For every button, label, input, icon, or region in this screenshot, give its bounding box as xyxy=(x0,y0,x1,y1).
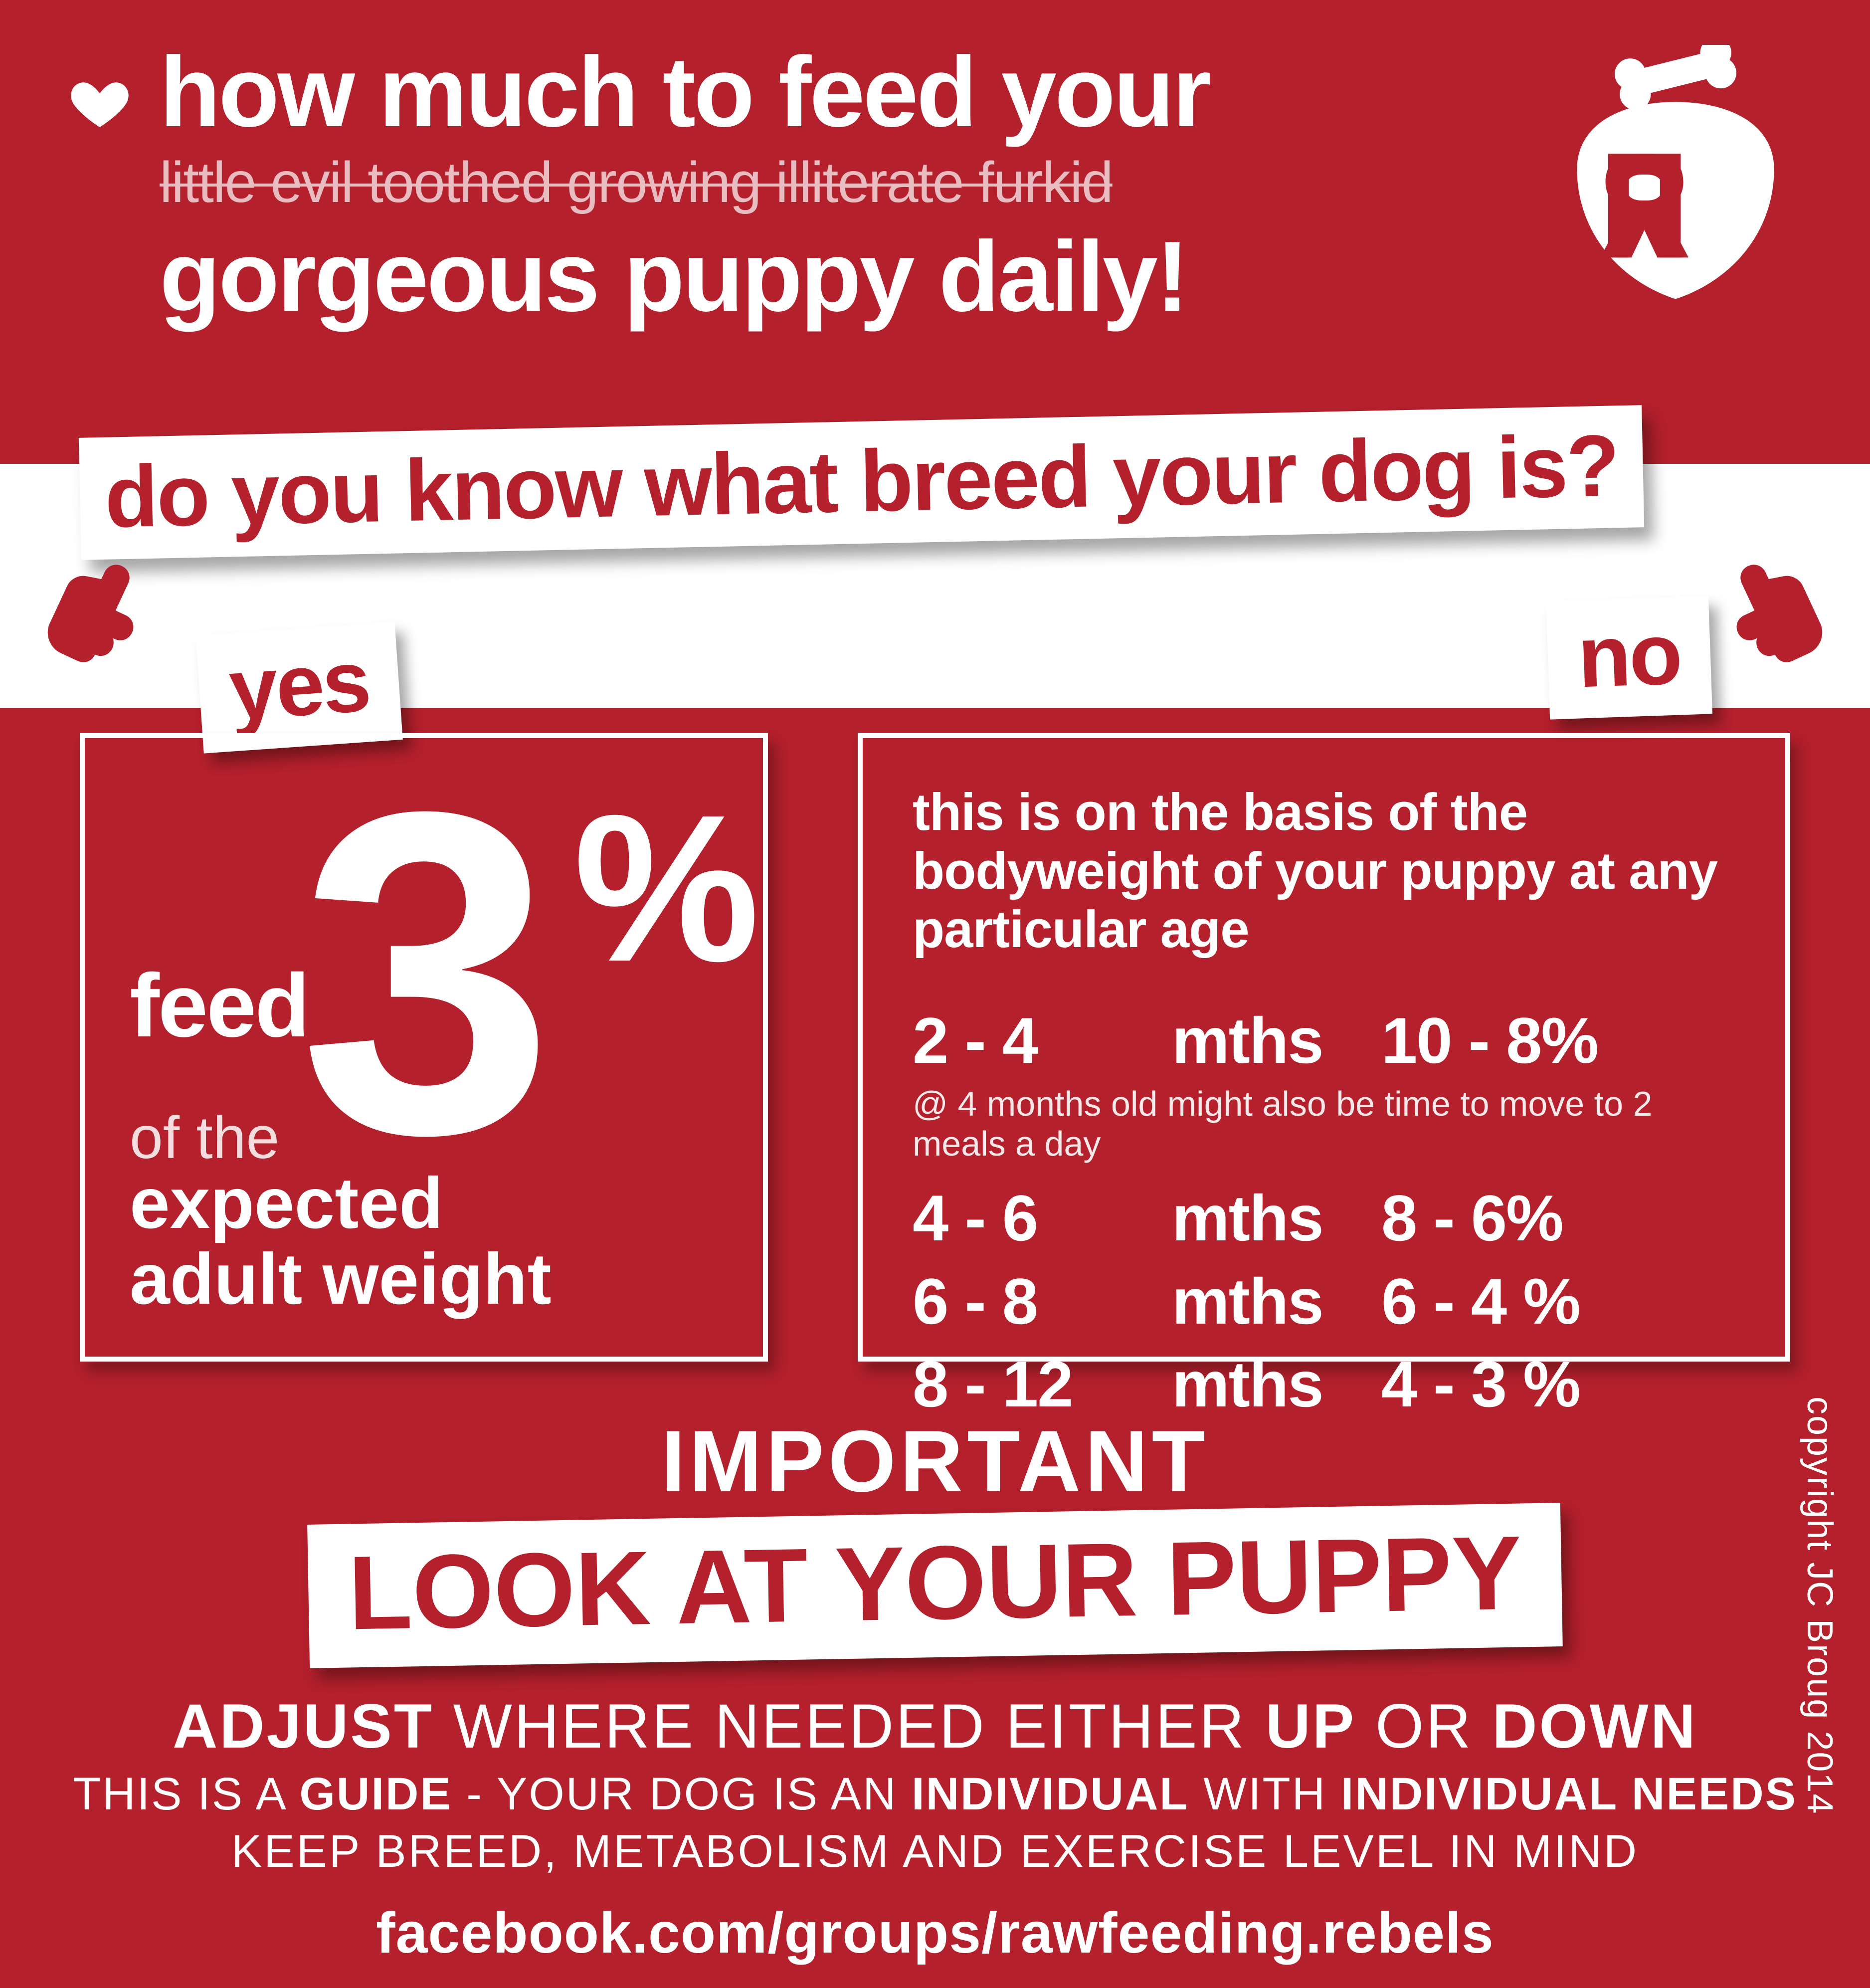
guide-p2: - YOUR DOG IS AN xyxy=(452,1769,912,1819)
adjust-down: DOWN xyxy=(1492,1692,1697,1761)
yes-of-the: of the xyxy=(130,1103,279,1172)
no-row-pct: 8 - 6% xyxy=(1381,1177,1745,1259)
brand-logo-icon xyxy=(1546,45,1805,304)
yes-panel: 3 % feed of the expected adult weight xyxy=(80,733,768,1362)
important-heading: IMPORTANT xyxy=(0,1411,1870,1512)
yes-expected-l2: adult weight xyxy=(130,1238,552,1319)
copyright: copyright JC Broug 2014 xyxy=(1799,1396,1840,1814)
title-line-3: gorgeous puppy daily! xyxy=(160,224,1209,329)
guide-p4: WITH xyxy=(1189,1769,1341,1819)
yes-feed-word: feed xyxy=(130,954,308,1057)
adjust-word: ADJUST xyxy=(173,1692,434,1761)
no-row: 2 - 4 mths 10 - 8% xyxy=(913,999,1745,1082)
yes-percent-sign: % xyxy=(573,768,759,1009)
guide-p0: THIS IS A xyxy=(73,1769,299,1819)
infographic-canvas: how much to feed your little evil toothe… xyxy=(0,0,1870,1988)
guide-p3: INDIVIDUAL xyxy=(912,1769,1189,1819)
yes-expected: expected adult weight xyxy=(130,1165,552,1317)
no-row-age: 2 - 4 xyxy=(913,999,1172,1082)
title-block: how much to feed your little evil toothe… xyxy=(160,40,1209,329)
guide-line: THIS IS A GUIDE - YOUR DOG IS AN INDIVID… xyxy=(0,1768,1870,1820)
facebook-url[interactable]: facebook.com/groups/rawfeeding.rebels xyxy=(0,1900,1870,1966)
yes-percent-value: 3 xyxy=(299,743,540,1202)
title-strike: little evil toothed growing illiterate f… xyxy=(160,150,1209,215)
yes-expected-l1: expected xyxy=(130,1163,443,1243)
keep-line: KEEP BREED, METABOLISM AND EXERCISE LEVE… xyxy=(0,1825,1870,1878)
adjust-line: ADJUST WHERE NEEDED EITHER UP OR DOWN xyxy=(0,1691,1870,1762)
no-row: 6 - 8 mths 6 - 4 % xyxy=(913,1260,1745,1343)
look-box: LOOK AT YOUR PUPPY xyxy=(307,1503,1563,1668)
no-row-unit: mths xyxy=(1172,999,1381,1082)
no-row: 4 - 6 mths 8 - 6% xyxy=(913,1177,1745,1259)
adjust-or: OR xyxy=(1356,1692,1492,1761)
no-row-unit: mths xyxy=(1172,1177,1381,1259)
adjust-up: UP xyxy=(1266,1692,1356,1761)
label-no: no xyxy=(1546,596,1712,719)
no-row-pct: 6 - 4 % xyxy=(1381,1260,1745,1343)
adjust-mid: WHERE NEEDED EITHER xyxy=(434,1692,1266,1761)
no-panel: this is on the basis of the bodyweight o… xyxy=(858,733,1790,1362)
guide-p1: GUIDE xyxy=(299,1769,452,1819)
no-note: @ 4 months old might also be time to mov… xyxy=(913,1084,1745,1164)
no-row-pct: 10 - 8% xyxy=(1381,999,1745,1082)
heart-icon xyxy=(70,75,130,135)
no-row-age: 6 - 8 xyxy=(913,1260,1172,1343)
title-line-1: how much to feed your xyxy=(160,40,1209,145)
no-row-unit: mths xyxy=(1172,1260,1381,1343)
no-intro: this is on the basis of the bodyweight o… xyxy=(913,783,1745,959)
no-row-age: 4 - 6 xyxy=(913,1177,1172,1259)
guide-p5: INDIVIDUAL NEEDS xyxy=(1341,1769,1797,1819)
